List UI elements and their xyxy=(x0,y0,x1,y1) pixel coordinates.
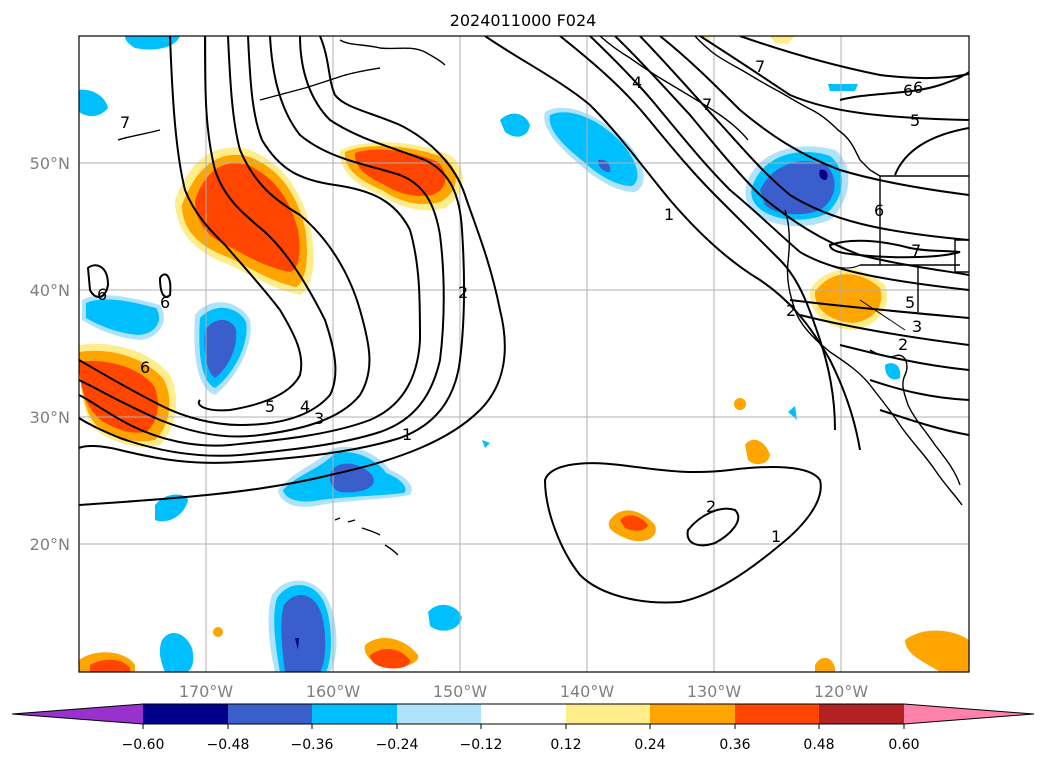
contour-label: 5 xyxy=(910,111,920,130)
contour-label: 6 xyxy=(160,293,170,312)
contour-label: 6 xyxy=(903,81,913,100)
lat-label: 50°N xyxy=(30,154,70,173)
negative-anomaly-region xyxy=(281,594,326,672)
negative-anomaly-region xyxy=(295,638,299,650)
lon-label: 120°W xyxy=(814,682,869,701)
colorbar-tick-label: 0.12 xyxy=(550,737,581,753)
colorbar-tick-label: 0.24 xyxy=(634,737,665,753)
colorbar-segment xyxy=(819,704,904,724)
contour-label: 2 xyxy=(706,497,716,516)
lon-label: 150°W xyxy=(433,682,488,701)
negative-anomaly-region xyxy=(159,633,194,672)
contour-label: 2 xyxy=(786,301,796,320)
contour-label: 6 xyxy=(140,358,150,377)
colorbar-ticks xyxy=(142,724,905,729)
contour-label: 2 xyxy=(458,283,468,302)
contour-label-group: 7 7 6 6 6 6 5 4 3 2 1 1 2 1 6 7 5 3 2 2 … xyxy=(97,57,923,546)
colorbar: −0.60 −0.48 −0.36 −0.24 −0.12 0.12 0.24 … xyxy=(11,703,1035,753)
contour-label: 1 xyxy=(664,205,674,224)
negative-anomaly-region xyxy=(788,406,797,420)
colorbar-tick-label: −0.24 xyxy=(376,737,419,753)
contour-label: 5 xyxy=(265,397,275,416)
colorbar-segment xyxy=(312,704,397,724)
colorbar-segment xyxy=(481,704,566,724)
contour-label: 7 xyxy=(755,57,765,76)
negative-anomaly-region xyxy=(549,112,638,186)
positive-anomaly-region xyxy=(815,657,835,672)
height-contours xyxy=(79,36,969,604)
map-frame xyxy=(78,35,970,673)
lon-label: 160°W xyxy=(306,682,361,701)
negative-anomaly-region xyxy=(204,319,237,378)
anomaly-shading xyxy=(79,36,969,672)
colorbar-tick-label: −0.12 xyxy=(460,737,503,753)
positive-anomaly-region xyxy=(770,36,795,44)
negative-anomaly-region xyxy=(885,363,901,380)
colorbar-tick-label: −0.48 xyxy=(207,737,250,753)
contour-label: 3 xyxy=(912,317,922,336)
negative-anomaly-region xyxy=(79,89,108,117)
contour-label: 1 xyxy=(771,527,781,546)
contour-label: 5 xyxy=(905,293,915,312)
contour-label: 4 xyxy=(300,397,310,416)
colorbar-tick-label: 0.36 xyxy=(719,737,750,753)
colorbar-tick-label: 0.48 xyxy=(803,737,834,753)
negative-anomaly-region xyxy=(330,463,374,493)
negative-anomaly-region xyxy=(500,113,530,137)
contour-label: 3 xyxy=(314,409,324,428)
positive-anomaly-region xyxy=(213,627,223,637)
colorbar-extend-low xyxy=(12,704,143,724)
contour-label: 6 xyxy=(874,201,884,220)
negative-anomaly-region xyxy=(819,169,828,180)
colorbar-segment xyxy=(566,704,650,724)
lon-label: 140°W xyxy=(560,682,615,701)
contour-label: 1 xyxy=(402,425,412,444)
colorbar-segment xyxy=(397,704,481,724)
contour-label: 7 xyxy=(911,241,921,260)
colorbar-segment xyxy=(735,704,819,724)
negative-anomaly-region xyxy=(828,84,858,91)
contour-label: 6 xyxy=(913,78,923,97)
positive-anomaly-region xyxy=(370,648,411,669)
positive-anomaly-region xyxy=(745,439,770,465)
negative-anomaly-region xyxy=(155,494,188,522)
positive-anomaly-region xyxy=(90,659,130,672)
colorbar-segment xyxy=(143,704,228,724)
map-area xyxy=(79,36,969,672)
positive-anomaly-region xyxy=(814,274,882,323)
contour-label: 7 xyxy=(702,95,712,114)
lon-label: 130°W xyxy=(687,682,742,701)
lat-label: 20°N xyxy=(30,535,70,554)
latitude-labels: 50°N 40°N 30°N 20°N xyxy=(30,154,70,554)
negative-anomaly-region xyxy=(760,161,835,215)
positive-anomaly-region xyxy=(354,149,446,196)
contour-label: 2 xyxy=(898,335,908,354)
colorbar-tick-label: 0.60 xyxy=(888,737,919,753)
contour-label: 4 xyxy=(632,73,642,92)
colorbar-tick-label: −0.60 xyxy=(122,737,165,753)
contour-label: 7 xyxy=(120,113,130,132)
colorbar-segment xyxy=(228,704,312,724)
colorbar-tick-label: −0.36 xyxy=(291,737,334,753)
negative-anomaly-region xyxy=(86,299,160,335)
positive-anomaly-region xyxy=(79,361,158,433)
positive-anomaly-region xyxy=(905,630,969,672)
positive-anomaly-region xyxy=(620,515,648,531)
negative-anomaly-region xyxy=(125,36,180,50)
lat-label: 40°N xyxy=(30,281,70,300)
longitude-labels: 170°W 160°W 150°W 140°W 130°W 120°W xyxy=(179,682,869,701)
lon-label: 170°W xyxy=(179,682,234,701)
negative-anomaly-region xyxy=(428,604,462,631)
positive-anomaly-region xyxy=(734,398,746,410)
colorbar-segment xyxy=(650,704,735,724)
colorbar-extend-high xyxy=(904,704,1034,724)
coastlines xyxy=(117,36,969,556)
contour-label: 6 xyxy=(97,285,107,304)
figure-title: 2024011000 F024 xyxy=(450,11,597,30)
lat-label: 30°N xyxy=(30,408,70,427)
negative-anomaly-region xyxy=(482,440,490,448)
